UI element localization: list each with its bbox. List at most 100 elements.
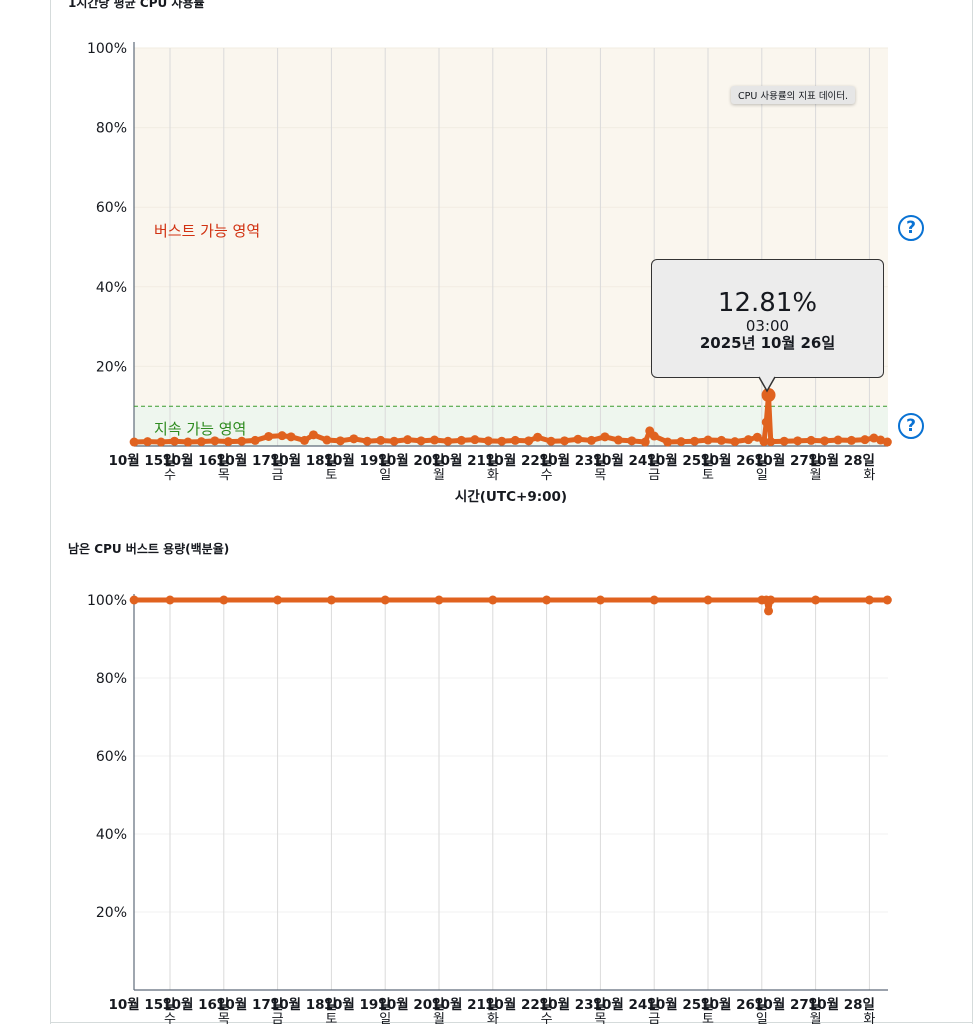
panel-border-bottom <box>50 1022 973 1023</box>
data-point <box>416 436 426 446</box>
data-point <box>470 435 480 445</box>
data-point <box>757 595 767 605</box>
x-tick-dow: 화 <box>487 468 499 483</box>
question-circle-icon[interactable]: ? <box>898 413 924 439</box>
data-point <box>210 436 220 446</box>
x-tick-dow: 화 <box>863 468 875 483</box>
y-tick-label: 40% <box>96 827 127 843</box>
x-tick-date: 10월 18일 <box>270 996 337 1013</box>
y-tick-label: 80% <box>96 121 127 137</box>
data-point <box>542 595 552 605</box>
x-tick-date: 10월 15일 <box>108 452 175 469</box>
burst-region-label: 버스트 가능 영역 <box>154 222 260 240</box>
x-tick-dow: 일 <box>379 468 391 483</box>
x-tick-dow: 토 <box>325 468 337 483</box>
data-point <box>434 595 444 605</box>
data-point <box>362 436 372 446</box>
y-tick-label: 100% <box>87 41 127 57</box>
data-point <box>129 437 139 447</box>
x-tick-date: 10월 16일 <box>162 996 229 1013</box>
data-point <box>806 435 816 445</box>
data-point <box>649 595 659 605</box>
data-point <box>864 595 874 605</box>
x-tick-date: 10월 26일 <box>700 452 767 469</box>
y-tick-label: 60% <box>96 200 127 216</box>
x-tick-date: 10월 17일 <box>216 996 283 1013</box>
y-tick-label: 80% <box>96 671 127 687</box>
x-tick-date: 10월 17일 <box>216 452 283 469</box>
panel-border-left <box>50 0 51 1024</box>
series-line <box>131 392 890 445</box>
data-point <box>882 437 892 447</box>
data-point <box>430 435 440 445</box>
data-point <box>380 595 390 605</box>
data-point <box>546 436 556 446</box>
data-point <box>640 437 650 447</box>
x-tick-date: 10월 19일 <box>324 996 391 1013</box>
data-point <box>811 595 821 605</box>
data-point <box>761 595 771 605</box>
panel-border-right <box>972 0 973 1024</box>
x-tick-date: 10월 24일 <box>593 996 660 1013</box>
data-point <box>663 437 673 447</box>
data-point <box>627 436 637 446</box>
x-tick-date: 10월 18일 <box>270 452 337 469</box>
data-point <box>600 432 610 442</box>
x-tick-dow: 금 <box>648 468 660 483</box>
data-point <box>403 435 413 445</box>
data-point <box>595 595 605 605</box>
data-point <box>586 435 596 445</box>
x-tick-date: 10월 22일 <box>485 996 552 1013</box>
data-point <box>273 595 283 605</box>
data-point <box>510 435 520 445</box>
data-point <box>389 436 399 446</box>
data-point <box>286 432 296 442</box>
data-point <box>779 436 789 446</box>
data-point <box>308 430 318 440</box>
data-point <box>764 606 774 616</box>
data-point <box>376 435 386 445</box>
data-point <box>846 435 856 445</box>
data-point <box>613 435 623 445</box>
cpu-utilization-chart-title: 1시간당 평균 CPU 사용률 <box>68 0 205 10</box>
data-point <box>761 417 771 427</box>
data-point <box>882 595 892 605</box>
x-tick-date: 10월 16일 <box>162 452 229 469</box>
data-point <box>165 595 175 605</box>
x-tick-date: 10월 28일 <box>808 996 875 1013</box>
data-point <box>676 437 686 447</box>
data-point <box>752 432 762 442</box>
data-point <box>488 595 498 605</box>
y-tick-label: 20% <box>96 905 127 921</box>
data-point <box>483 436 493 446</box>
y-tick-label: 60% <box>96 749 127 765</box>
x-tick-dow: 월 <box>810 468 822 483</box>
tooltip-date: 2025년 10월 26일 <box>699 334 836 352</box>
data-point <box>250 435 260 445</box>
burst-balance-chart-title: 남은 CPU 버스트 용량(백분율) <box>68 542 230 556</box>
x-tick-dow: 금 <box>272 468 284 483</box>
data-point <box>766 437 776 447</box>
data-point <box>264 431 274 441</box>
data-point <box>820 436 830 446</box>
data-point <box>649 431 659 441</box>
x-tick-date: 10월 24일 <box>593 452 660 469</box>
data-point <box>560 436 570 446</box>
x-tick-date: 10월 20일 <box>377 452 444 469</box>
data-point <box>497 436 507 446</box>
data-point <box>183 437 193 447</box>
data-point <box>300 435 309 445</box>
x-tick-date: 10월 26일 <box>700 996 767 1013</box>
data-point <box>730 437 740 447</box>
data-point <box>703 435 713 445</box>
data-point <box>456 435 466 445</box>
y-tick-label: 20% <box>96 359 127 375</box>
x-tick-dow: 목 <box>594 468 606 483</box>
data-point <box>716 435 726 445</box>
data-point <box>326 595 336 605</box>
data-point-tooltip: 12.81% 03:00 2025년 10월 26일 <box>651 259 884 378</box>
x-tick-date: 10월 23일 <box>539 996 606 1013</box>
data-point <box>219 595 229 605</box>
question-circle-icon[interactable]: ? <box>898 215 924 241</box>
data-point <box>533 432 543 442</box>
